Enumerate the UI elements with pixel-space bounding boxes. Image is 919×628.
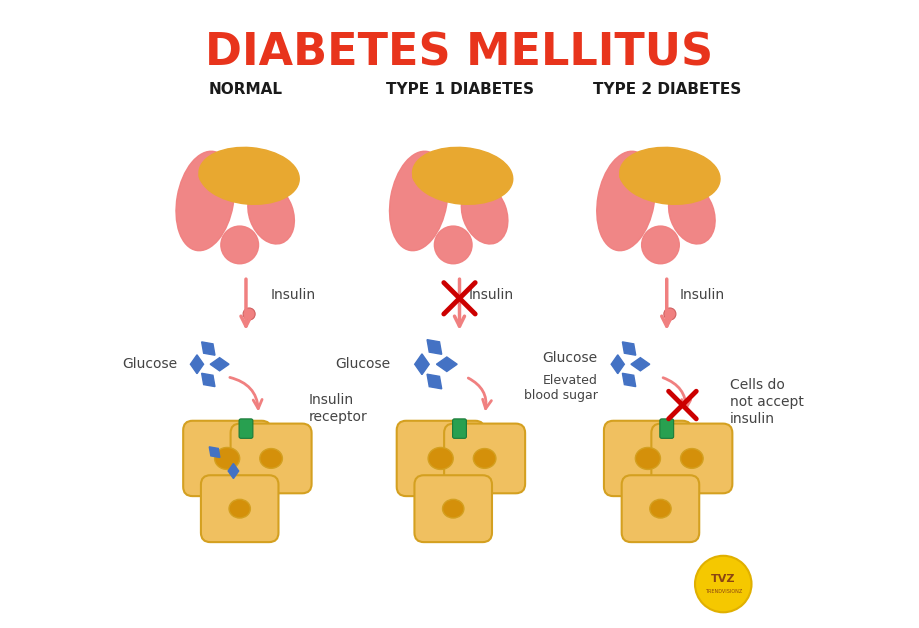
Polygon shape bbox=[414, 354, 429, 374]
Circle shape bbox=[619, 168, 635, 183]
Circle shape bbox=[664, 169, 680, 184]
Ellipse shape bbox=[428, 447, 453, 470]
FancyBboxPatch shape bbox=[452, 419, 467, 438]
Text: Insulin: Insulin bbox=[679, 288, 724, 302]
Circle shape bbox=[267, 181, 282, 196]
Polygon shape bbox=[622, 342, 636, 355]
Polygon shape bbox=[427, 374, 442, 389]
Text: Glucose: Glucose bbox=[335, 357, 391, 371]
Circle shape bbox=[698, 176, 714, 192]
Ellipse shape bbox=[229, 499, 250, 518]
Circle shape bbox=[278, 176, 293, 192]
FancyBboxPatch shape bbox=[660, 419, 674, 438]
Circle shape bbox=[631, 160, 646, 175]
Polygon shape bbox=[210, 447, 220, 457]
Ellipse shape bbox=[650, 499, 671, 518]
Text: Insulin: Insulin bbox=[271, 288, 316, 302]
FancyBboxPatch shape bbox=[652, 423, 732, 494]
Circle shape bbox=[435, 156, 450, 171]
Ellipse shape bbox=[635, 447, 661, 470]
Ellipse shape bbox=[176, 151, 234, 251]
Text: TYPE 2 DIABETES: TYPE 2 DIABETES bbox=[593, 82, 741, 97]
Text: TYPE 1 DIABETES: TYPE 1 DIABETES bbox=[385, 82, 534, 97]
FancyBboxPatch shape bbox=[444, 423, 525, 494]
Text: Insulin
receptor: Insulin receptor bbox=[309, 392, 368, 424]
FancyBboxPatch shape bbox=[231, 423, 312, 494]
Text: Cells do
not accept
insulin: Cells do not accept insulin bbox=[730, 377, 803, 426]
Circle shape bbox=[664, 308, 675, 320]
FancyBboxPatch shape bbox=[201, 475, 278, 542]
Circle shape bbox=[424, 160, 438, 175]
Circle shape bbox=[469, 178, 484, 193]
FancyBboxPatch shape bbox=[239, 419, 253, 438]
Polygon shape bbox=[210, 358, 229, 371]
Ellipse shape bbox=[461, 183, 508, 244]
Ellipse shape bbox=[435, 226, 472, 264]
FancyBboxPatch shape bbox=[621, 475, 699, 542]
Circle shape bbox=[199, 168, 214, 183]
Circle shape bbox=[653, 160, 669, 175]
Circle shape bbox=[687, 181, 702, 196]
Polygon shape bbox=[437, 357, 457, 372]
Polygon shape bbox=[201, 342, 215, 355]
Ellipse shape bbox=[221, 226, 258, 264]
Text: DIABETES MELLITUS: DIABETES MELLITUS bbox=[206, 31, 713, 74]
FancyBboxPatch shape bbox=[183, 421, 271, 496]
Circle shape bbox=[642, 156, 657, 171]
Text: NORMAL: NORMAL bbox=[209, 82, 283, 97]
Circle shape bbox=[221, 156, 236, 171]
Circle shape bbox=[447, 160, 461, 175]
Circle shape bbox=[676, 178, 691, 193]
Text: Glucose: Glucose bbox=[122, 357, 176, 371]
Circle shape bbox=[233, 160, 248, 175]
Ellipse shape bbox=[413, 148, 513, 204]
Ellipse shape bbox=[641, 226, 679, 264]
Polygon shape bbox=[228, 463, 239, 479]
Circle shape bbox=[255, 178, 270, 193]
Circle shape bbox=[413, 168, 427, 183]
Circle shape bbox=[458, 169, 472, 184]
Ellipse shape bbox=[596, 151, 655, 251]
Circle shape bbox=[481, 181, 495, 196]
Ellipse shape bbox=[248, 183, 294, 244]
Polygon shape bbox=[190, 355, 204, 374]
Text: TVZ: TVZ bbox=[711, 574, 735, 584]
Ellipse shape bbox=[681, 448, 703, 468]
FancyBboxPatch shape bbox=[604, 421, 692, 496]
Circle shape bbox=[244, 308, 255, 320]
Circle shape bbox=[695, 556, 752, 612]
Text: Elevated
blood sugar: Elevated blood sugar bbox=[524, 374, 597, 402]
FancyBboxPatch shape bbox=[397, 421, 484, 496]
FancyBboxPatch shape bbox=[414, 475, 492, 542]
Polygon shape bbox=[631, 358, 650, 371]
Polygon shape bbox=[622, 373, 636, 387]
Ellipse shape bbox=[619, 148, 720, 204]
Ellipse shape bbox=[473, 448, 496, 468]
Ellipse shape bbox=[199, 148, 300, 204]
Text: Insulin: Insulin bbox=[469, 288, 514, 302]
Polygon shape bbox=[201, 373, 215, 387]
Text: TRENDVISIONZ: TRENDVISIONZ bbox=[705, 589, 742, 594]
Ellipse shape bbox=[214, 447, 240, 470]
Polygon shape bbox=[427, 340, 442, 354]
Ellipse shape bbox=[260, 448, 282, 468]
Polygon shape bbox=[611, 355, 624, 374]
Ellipse shape bbox=[390, 151, 448, 251]
Circle shape bbox=[244, 169, 259, 184]
Ellipse shape bbox=[669, 183, 715, 244]
Ellipse shape bbox=[443, 499, 464, 518]
Circle shape bbox=[492, 176, 506, 192]
Circle shape bbox=[210, 160, 225, 175]
Text: Glucose: Glucose bbox=[542, 351, 597, 365]
